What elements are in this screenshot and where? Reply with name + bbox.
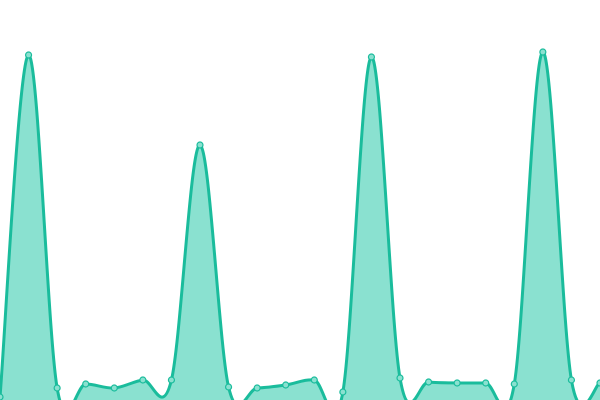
data-point-11 (310, 376, 318, 384)
data-point-16 (453, 379, 461, 387)
data-point-4 (110, 384, 118, 392)
data-point-20 (567, 376, 576, 384)
data-point-1 (24, 51, 33, 59)
data-point-3 (82, 380, 90, 388)
data-point-15 (424, 378, 433, 386)
data-point-14 (396, 374, 404, 382)
series-area (0, 51, 600, 400)
data-point-13 (367, 53, 376, 61)
data-point-19 (539, 48, 547, 56)
data-point-12 (339, 388, 347, 396)
data-point-10 (282, 381, 290, 389)
data-point-2 (53, 384, 61, 392)
data-point-8 (224, 383, 233, 391)
series-line (0, 50, 600, 400)
data-markers (0, 48, 600, 400)
data-point-9 (253, 384, 261, 392)
data-point-7 (196, 141, 204, 149)
data-point-17 (482, 379, 490, 387)
data-point-0 (0, 393, 4, 400)
data-point-18 (510, 380, 518, 388)
data-point-6 (167, 376, 176, 384)
data-point-5 (139, 376, 147, 384)
data-point-21 (596, 379, 600, 387)
